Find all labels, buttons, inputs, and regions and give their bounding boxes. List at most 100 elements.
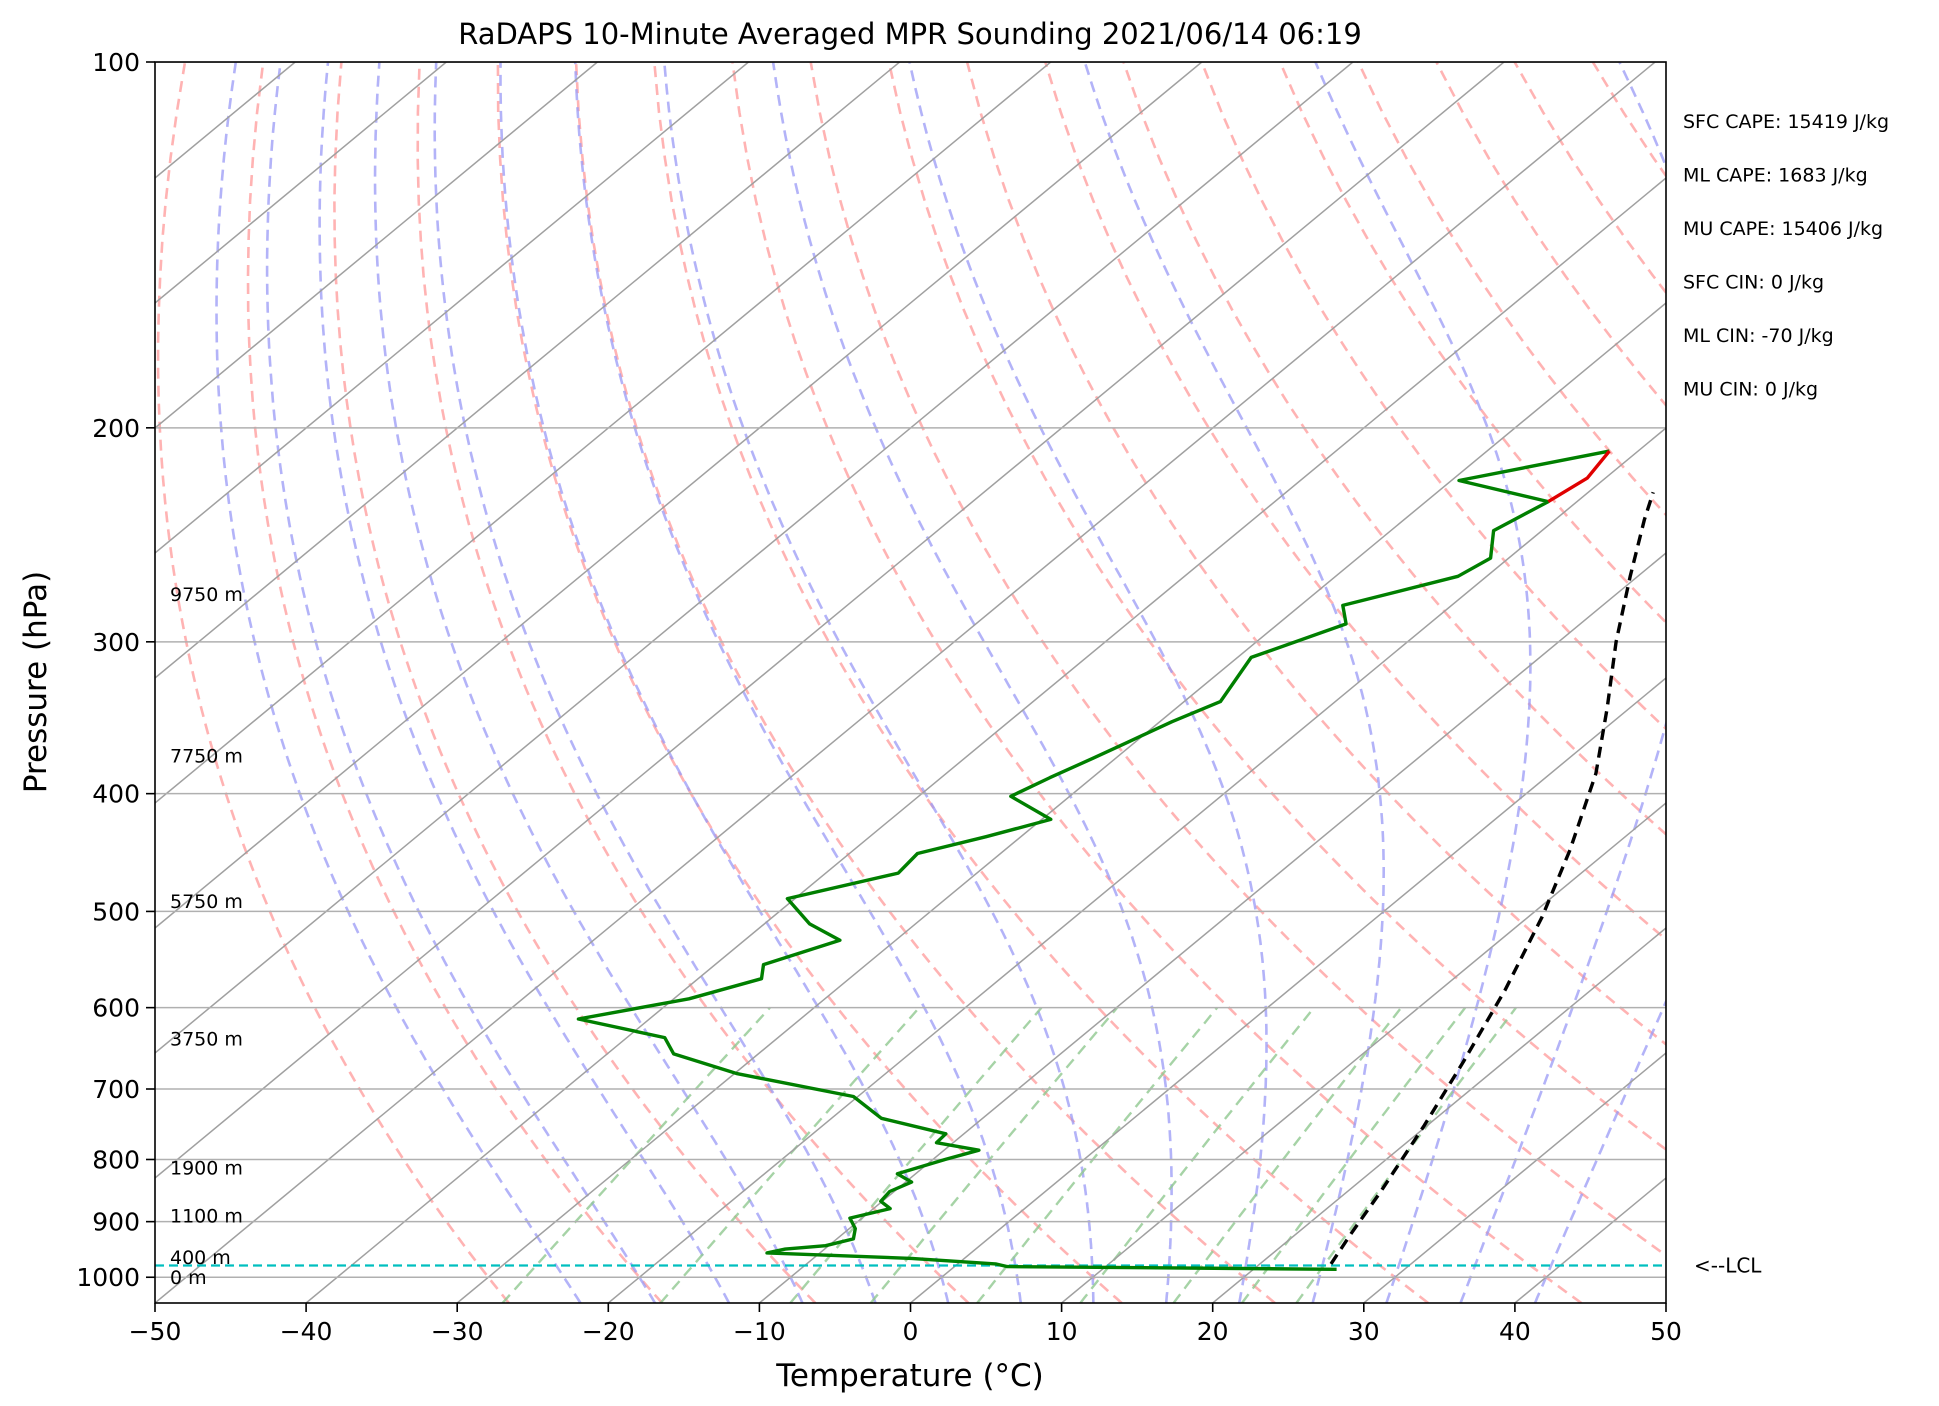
dry-adiabat-line (965, 62, 1666, 1046)
dry-adiabat-line (1591, 62, 1666, 179)
isotherm-line (1817, 62, 1939, 1303)
plot-frame (154, 61, 1667, 1304)
lcl-label: <--LCL (1694, 1254, 1762, 1278)
height-label: 7750 m (170, 745, 243, 767)
height-label: 9750 m (170, 584, 243, 606)
moist-adiabat-line (908, 62, 1268, 1303)
isotherm-line (155, 62, 1354, 1054)
dry-adiabat-line (1827, 62, 1939, 1303)
dry-adiabat-line (653, 62, 1429, 1303)
stability-index-text: ML CAPE: 1683 J/kg (1683, 165, 1868, 187)
moist-adiabat-line (433, 62, 877, 1303)
isotherm-line (1363, 1052, 1666, 1303)
height-label: 400 m (170, 1247, 231, 1269)
moist-adiabat-line (373, 62, 804, 1303)
dry-adiabat-line (156, 62, 510, 1303)
x-tick-label: 30 (1348, 1317, 1380, 1346)
moist-adiabat-line (1083, 62, 1385, 1303)
parcel-profile-line (1329, 491, 1655, 1265)
mixing-ratio-line (659, 1006, 921, 1303)
isotherm-line (910, 677, 1666, 1303)
dry-adiabat-line (1357, 62, 1666, 517)
moist-adiabat-line (663, 62, 1095, 1303)
x-tick-label: 0 (903, 1317, 919, 1346)
dry-adiabat-line (1749, 62, 1939, 1303)
stability-index-text: SFC CAPE: 15419 J/kg (1683, 111, 1889, 133)
dry-adiabat-line (574, 62, 1276, 1303)
x-tick-label: 20 (1197, 1317, 1229, 1346)
x-axis-label: Temperature (°C) (775, 1358, 1044, 1394)
isobar-gridlines (155, 62, 1666, 1278)
isotherm-line (155, 62, 447, 304)
y-tick-label: 200 (92, 414, 140, 443)
x-tick-label: −50 (129, 1317, 182, 1346)
x-tick-label: −10 (733, 1317, 786, 1346)
y-tick-label: 300 (92, 628, 140, 657)
x-tick-label: 40 (1499, 1317, 1531, 1346)
dry-adiabat-line (333, 62, 817, 1303)
moist-adiabat-line (1533, 998, 1666, 1303)
height-label: 0 m (170, 1267, 207, 1289)
chart-title: RaDAPS 10-Minute Averaged MPR Sounding 2… (458, 17, 1362, 51)
moist-adiabat-line (499, 62, 950, 1303)
isotherm-line (155, 62, 1203, 929)
y-tick-label: 400 (92, 780, 140, 809)
height-label: 1900 m (170, 1157, 243, 1179)
y-tick-label: 1000 (76, 1263, 140, 1292)
height-label: 3750 m (170, 1028, 243, 1050)
isotherm-line (607, 427, 1666, 1303)
x-axis-ticks: −50 −40 −30 −20 −10 0 10 20 30 40 50 (129, 1303, 1682, 1346)
dry-adiabat-line (1200, 62, 1666, 731)
height-label: 1100 m (170, 1206, 243, 1228)
mixing-ratio-line (869, 1006, 1119, 1303)
background-lines (155, 62, 1939, 1303)
moist-adiabat-line (318, 62, 731, 1303)
x-tick-label: −40 (280, 1317, 333, 1346)
stability-index-text: MU CIN: 0 J/kg (1683, 379, 1818, 401)
isotherm-line (155, 62, 1052, 804)
y-axis-label: Pressure (hPa) (18, 571, 54, 793)
moist-adiabat-line (1314, 62, 1532, 1303)
dry-adiabat-line (887, 62, 1666, 1152)
stability-index-text: SFC CIN: 0 J/kg (1683, 272, 1824, 294)
mixing-ratio-line (976, 1006, 1219, 1303)
y-tick-label: 900 (92, 1208, 140, 1237)
dry-adiabat-line (496, 62, 1123, 1303)
isotherm-line (1212, 927, 1666, 1303)
dry-adiabat-line (809, 62, 1666, 1257)
sounding-profile-line (576, 449, 1610, 1271)
stability-indices: SFC CAPE: 15419 J/kg ML CAPE: 1683 J/kg MU… (1683, 111, 1889, 401)
x-tick-label: −30 (431, 1317, 484, 1346)
dry-adiabat-line (1671, 62, 1939, 1303)
isotherm-line (758, 552, 1666, 1303)
dry-adiabat-line (246, 62, 663, 1303)
height-label: 5750 m (170, 891, 243, 913)
stability-index-text: MU CAPE: 15406 J/kg (1683, 218, 1883, 240)
moist-adiabat-line (215, 62, 582, 1303)
dry-adiabat-line (1906, 62, 1939, 1303)
isotherm-line (1665, 1302, 1666, 1303)
y-tick-label: 800 (92, 1145, 140, 1174)
y-tick-label: 100 (92, 48, 140, 77)
mixing-ratio-line (1172, 1006, 1403, 1303)
isotherm-line (155, 62, 1505, 1179)
x-tick-label: 50 (1650, 1317, 1682, 1346)
isotherm-line (155, 62, 749, 554)
y-tick-label: 600 (92, 994, 140, 1023)
moist-adiabat-line (1459, 62, 1666, 1303)
x-tick-label: −20 (582, 1317, 635, 1346)
isotherm-line (155, 62, 598, 429)
stability-index-text: ML CIN: -70 J/kg (1683, 325, 1834, 347)
x-tick-label: 10 (1046, 1317, 1078, 1346)
dry-adiabat-line (731, 62, 1583, 1303)
y-tick-label: 700 (92, 1075, 140, 1104)
mixing-ratio-line (1295, 1006, 1517, 1303)
dry-adiabat-line (1513, 62, 1666, 295)
y-tick-label: 500 (92, 897, 140, 926)
moist-adiabat-line (573, 62, 1023, 1303)
data-series (576, 449, 1655, 1271)
isotherm-line (155, 62, 901, 679)
dry-adiabat-line (416, 62, 970, 1303)
